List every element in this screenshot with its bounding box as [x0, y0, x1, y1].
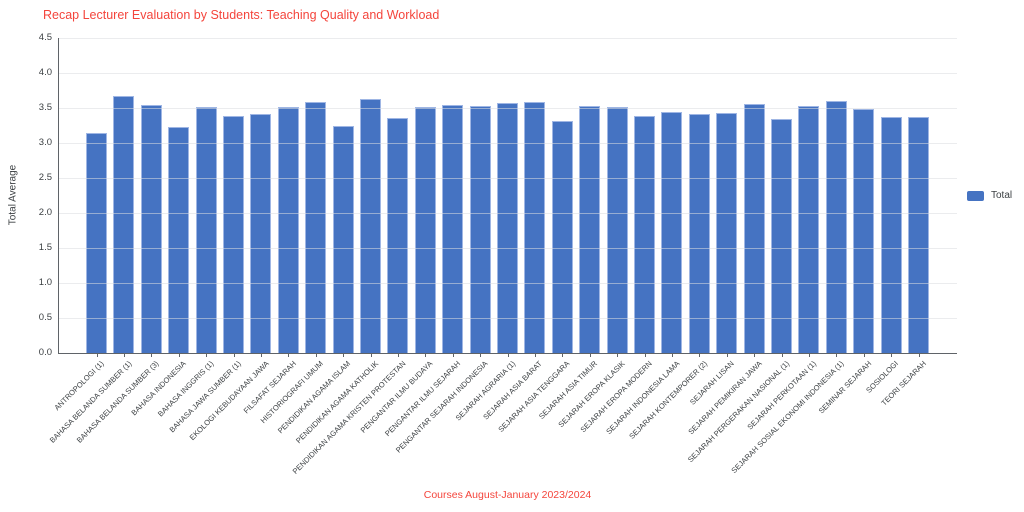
x-axis-tick: [699, 353, 701, 357]
bar[interactable]: [716, 112, 738, 353]
x-axis-tick: [260, 353, 262, 357]
x-axis-tick: [397, 353, 399, 357]
bar[interactable]: [332, 126, 354, 353]
chart-title: Recap Lecturer Evaluation by Students: T…: [43, 8, 440, 22]
x-tick-label: ANTROPOLOGI (1): [52, 359, 106, 413]
bar[interactable]: [497, 103, 518, 353]
x-axis-tick: [808, 353, 810, 357]
bar[interactable]: [223, 116, 244, 353]
bar[interactable]: [360, 98, 381, 353]
x-axis-tick: [863, 353, 865, 357]
legend-swatch: [967, 190, 984, 201]
bar[interactable]: [551, 120, 573, 353]
y-tick-label: 0.0: [38, 347, 52, 358]
x-axis-tick: [315, 353, 317, 357]
bar[interactable]: [908, 117, 929, 353]
x-axis-tick: [96, 353, 98, 357]
gridline: [58, 317, 957, 319]
bar[interactable]: [442, 104, 464, 353]
gridline: [58, 282, 957, 284]
bar[interactable]: [853, 108, 875, 353]
x-axis-tick: [425, 353, 427, 357]
gridline: [58, 107, 957, 109]
x-axis-tick: [507, 353, 509, 357]
x-axis-tick: [617, 353, 619, 357]
bar[interactable]: [305, 102, 327, 353]
y-tick-label: 2.5: [38, 172, 52, 183]
y-tick-label: 0.5: [38, 312, 52, 323]
legend-label: Total: [991, 190, 1013, 201]
bar[interactable]: [579, 105, 601, 353]
y-tick-label: 2.0: [38, 207, 52, 218]
legend-item-total[interactable]: Total: [967, 190, 1012, 201]
y-tick-label: 1.0: [38, 277, 52, 288]
bar[interactable]: [168, 126, 190, 353]
x-axis-tick: [644, 353, 646, 357]
bar[interactable]: [277, 107, 299, 353]
gridline: [58, 177, 957, 179]
bar[interactable]: [140, 105, 162, 353]
gridline: [58, 72, 957, 74]
x-axis-tick: [178, 353, 180, 357]
y-tick-label: 4.0: [38, 67, 52, 78]
x-axis-tick: [726, 353, 728, 357]
bar[interactable]: [86, 133, 107, 353]
bar[interactable]: [825, 101, 847, 353]
gridline: [58, 142, 957, 144]
bar[interactable]: [688, 114, 710, 353]
x-axis-tick: [918, 353, 920, 357]
x-axis-tick: [562, 353, 564, 357]
gridline: [58, 37, 957, 39]
x-axis-tick: [891, 353, 893, 357]
x-axis-tick: [836, 353, 838, 357]
bar[interactable]: [661, 111, 683, 353]
bar[interactable]: [606, 106, 628, 353]
y-axis-line: [58, 38, 59, 353]
bar[interactable]: [743, 103, 765, 353]
x-axis-tick: [343, 353, 345, 357]
bar[interactable]: [414, 107, 436, 353]
x-axis-tick: [589, 353, 591, 357]
bar[interactable]: [798, 105, 820, 353]
bar[interactable]: [387, 117, 409, 353]
bar[interactable]: [524, 101, 546, 353]
bar[interactable]: [195, 106, 217, 353]
bar[interactable]: [250, 114, 272, 353]
y-tick-label: 3.5: [38, 102, 52, 113]
x-axis-tick: [288, 353, 290, 357]
x-axis-title: Courses August-January 2023/2024: [423, 489, 592, 501]
x-axis-tick: [480, 353, 482, 357]
x-axis-tick: [671, 353, 673, 357]
x-tick-label: SEJARAH PERGERAKAN NASIONAL (1): [685, 359, 791, 465]
bar[interactable]: [634, 116, 655, 353]
bar[interactable]: [880, 117, 902, 353]
x-axis-tick: [754, 353, 756, 357]
x-axis-tick: [233, 353, 235, 357]
x-axis-tick: [452, 353, 454, 357]
y-tick-label: 3.0: [38, 137, 52, 148]
x-axis-tick: [123, 353, 125, 357]
bar[interactable]: [469, 105, 491, 353]
x-axis-tick: [206, 353, 208, 357]
y-tick-label: 4.5: [38, 32, 52, 43]
x-axis-tick: [781, 353, 783, 357]
x-axis-tick: [534, 353, 536, 357]
gridline: [58, 247, 957, 249]
y-tick-label: 1.5: [38, 242, 52, 253]
x-axis-tick: [370, 353, 372, 357]
gridline: [58, 212, 957, 214]
x-axis-tick: [151, 353, 153, 357]
bar[interactable]: [113, 96, 135, 353]
